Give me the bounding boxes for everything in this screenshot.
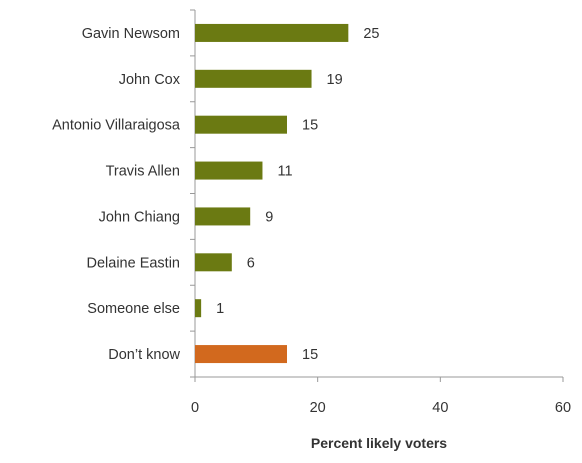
value-label: 15: [302, 118, 318, 134]
value-label: 25: [363, 26, 379, 42]
category-label: Don’t know: [108, 347, 180, 363]
value-label: 9: [265, 209, 273, 225]
value-label: 11: [277, 164, 292, 180]
category-label: John Chiang: [99, 209, 180, 225]
category-label: Delaine Eastin: [87, 255, 181, 271]
x-tick-label: 0: [191, 400, 199, 416]
bar: [195, 115, 287, 134]
category-label: Gavin Newsom: [82, 26, 180, 42]
value-label: 1: [216, 301, 224, 317]
category-label: Someone else: [87, 301, 180, 317]
x-axis-title: Percent likely voters: [311, 435, 447, 451]
bar: [195, 299, 202, 318]
value-label: 6: [247, 255, 255, 271]
bar: [195, 345, 287, 364]
category-label: Travis Allen: [106, 164, 180, 180]
x-tick-label: 40: [432, 400, 448, 416]
bar: [195, 69, 312, 88]
category-label: John Cox: [119, 72, 181, 88]
bar: [195, 23, 349, 42]
x-tick-label: 20: [310, 400, 326, 416]
x-tick-label: 60: [555, 400, 571, 416]
category-label: Antonio Villaraigosa: [52, 118, 181, 134]
bar: [195, 161, 263, 180]
value-label: 15: [302, 347, 318, 363]
bar: [195, 253, 232, 272]
value-label: 19: [327, 72, 343, 88]
bar: [195, 207, 251, 226]
